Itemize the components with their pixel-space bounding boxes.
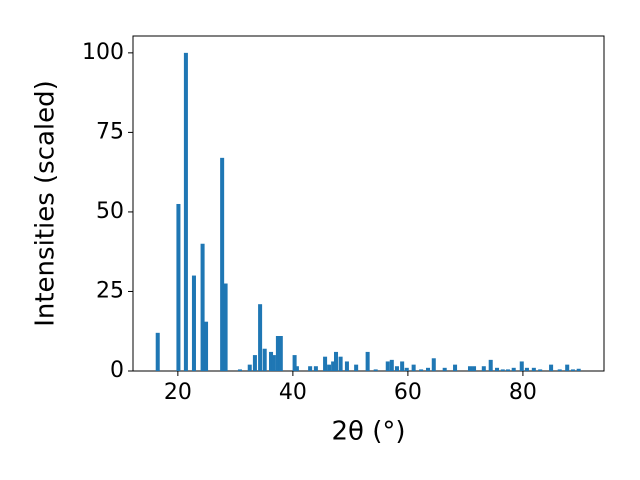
bar — [538, 369, 543, 371]
bar — [394, 366, 399, 371]
bar — [191, 275, 196, 371]
bar — [331, 361, 336, 371]
bar — [275, 336, 280, 371]
bar — [271, 355, 276, 371]
bar — [344, 361, 349, 371]
bar — [442, 367, 447, 371]
bar — [524, 367, 529, 371]
bar — [404, 367, 409, 371]
bar — [505, 369, 510, 371]
bar — [333, 351, 339, 371]
bar — [323, 356, 328, 371]
bar — [294, 366, 299, 371]
bar — [200, 243, 205, 371]
y-tick-label: 25 — [96, 278, 124, 303]
bar — [511, 367, 516, 371]
x-tick-label: 40 — [279, 380, 307, 405]
bar — [308, 366, 313, 371]
bar — [385, 361, 390, 371]
bar — [531, 367, 536, 371]
bar — [365, 351, 370, 371]
bar — [183, 52, 188, 371]
bar — [278, 336, 283, 371]
bar — [373, 369, 378, 371]
x-tick-label: 60 — [394, 380, 422, 405]
bar — [252, 355, 257, 371]
bar — [495, 367, 500, 371]
bar — [204, 321, 209, 371]
bar — [426, 367, 431, 371]
bar — [549, 364, 554, 371]
bar — [411, 364, 416, 371]
bar — [488, 359, 493, 371]
bar — [389, 359, 394, 371]
bar — [400, 361, 405, 371]
bar — [570, 369, 575, 371]
x-tick-label: 20 — [164, 380, 192, 405]
bar — [155, 332, 160, 371]
y-axis-title: Intensities (scaled) — [31, 80, 61, 327]
bar — [519, 361, 524, 371]
bar — [247, 364, 252, 371]
bar — [292, 355, 297, 371]
bar — [223, 283, 228, 371]
bar — [237, 369, 242, 371]
x-tick-label: 80 — [509, 380, 537, 405]
bar — [313, 366, 318, 371]
bar — [500, 369, 505, 371]
bar — [481, 366, 486, 371]
y-tick-label: 100 — [82, 40, 124, 65]
bar — [354, 364, 359, 371]
bar — [327, 364, 332, 371]
y-tick-label: 50 — [96, 199, 124, 224]
bar — [338, 356, 343, 371]
bar — [472, 366, 477, 371]
bar — [453, 364, 458, 371]
bar — [258, 304, 263, 371]
y-tick-label: 0 — [110, 358, 124, 383]
bar — [176, 203, 181, 371]
x-axis-title: 2θ (°) — [331, 417, 405, 447]
bar — [269, 351, 274, 371]
bar — [220, 157, 225, 371]
bar — [557, 369, 562, 371]
bar — [467, 366, 473, 371]
bar — [565, 364, 570, 371]
bar — [431, 358, 436, 371]
bar — [419, 369, 424, 371]
y-tick-label: 75 — [96, 119, 124, 144]
bar — [262, 348, 267, 371]
bar — [576, 368, 581, 371]
